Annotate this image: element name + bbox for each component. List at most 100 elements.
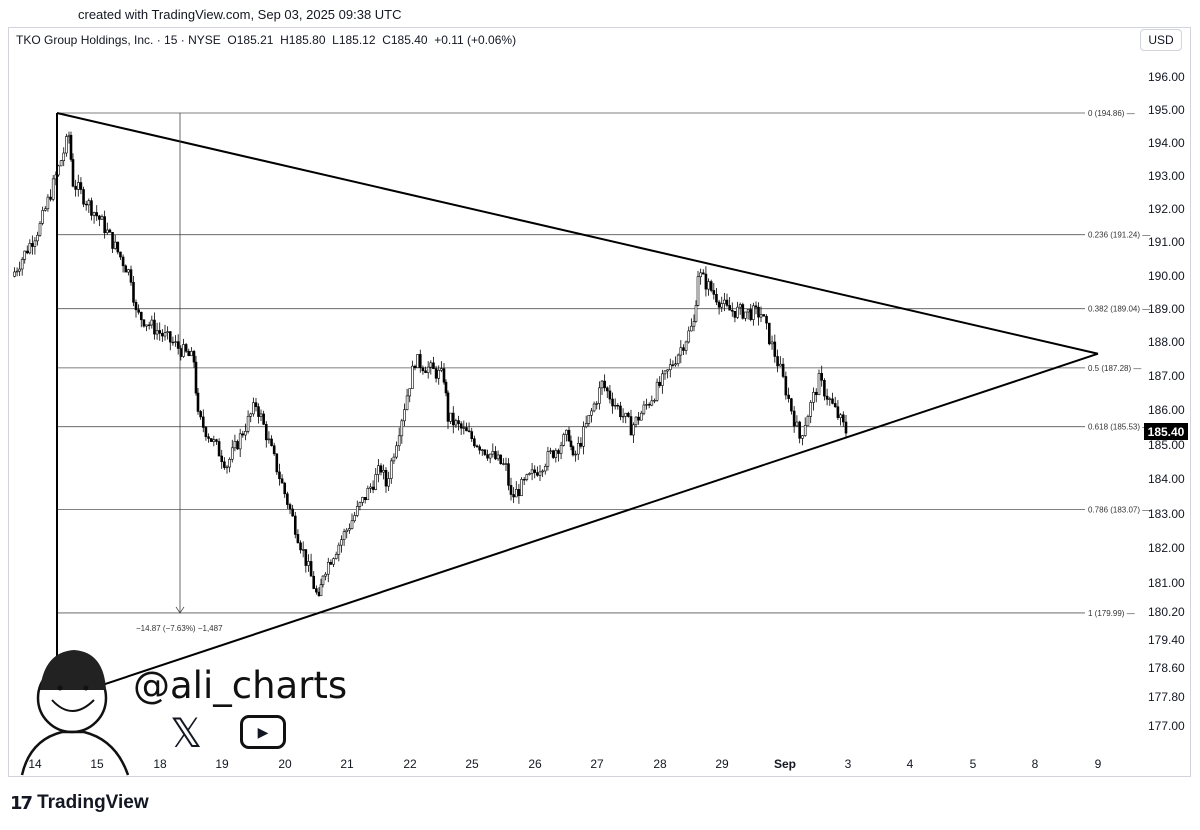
candle-body <box>790 398 793 412</box>
time-tick-label: 19 <box>215 757 229 771</box>
candle-body <box>228 458 231 468</box>
price-axis[interactable]: 196.00 195.00 194.00 193.00 192.00 191.00 190.… <box>1148 70 1185 733</box>
candle-body <box>459 423 463 429</box>
candle-body <box>587 414 591 424</box>
candle-body <box>25 250 29 254</box>
candle-body <box>299 542 302 551</box>
candle-body <box>31 243 34 247</box>
currency-selector[interactable]: USD <box>1140 29 1182 51</box>
candle-body <box>315 588 318 593</box>
candle-body <box>451 412 455 426</box>
fib-label-0: 0 (194.86) — <box>1088 109 1135 118</box>
candle-body <box>434 368 438 379</box>
candle-body <box>658 381 662 386</box>
candle-body <box>457 420 460 424</box>
youtube-play-icon[interactable]: ▶ <box>240 715 286 749</box>
x-logo-icon[interactable]: 𝕏 <box>170 711 203 757</box>
candle-body <box>530 469 534 474</box>
candle-body <box>69 134 73 160</box>
time-tick-label: 9 <box>1095 757 1102 771</box>
time-tick-label: 27 <box>590 757 604 771</box>
price-tick-label: 184.00 <box>1148 472 1185 486</box>
candle-body <box>334 554 338 559</box>
candle-body <box>528 473 531 475</box>
candle-body <box>720 303 724 308</box>
candle-body <box>717 301 721 308</box>
candle-body <box>494 451 497 460</box>
measure-label: −14.87 (−7.63%) −1,487 <box>136 624 223 633</box>
candle-body <box>844 421 848 434</box>
author-handle: @ali_charts <box>133 664 348 707</box>
time-tick-label: 29 <box>715 757 729 771</box>
candle-body <box>244 431 247 436</box>
candle-body <box>225 466 229 469</box>
candle-body <box>812 391 815 403</box>
time-tick-label: Sep <box>774 757 796 771</box>
candle-body <box>429 362 433 368</box>
candle-body <box>541 470 544 473</box>
candle-body <box>809 402 813 417</box>
candle-body <box>176 341 180 349</box>
candle-body <box>562 434 566 446</box>
fib-label-0.618: 0.618 (185.53) — <box>1088 423 1150 432</box>
candle-body <box>661 373 664 386</box>
candle-body <box>182 344 185 357</box>
candlestick-series <box>13 131 848 597</box>
candle-body <box>629 416 633 436</box>
tradingview-logo[interactable]: 17 TradingView <box>10 792 149 814</box>
time-axis[interactable]: 14 15 18 19 20 21 22 25 26 27 28 29 Sep 3 4 5 8 9 <box>28 757 1101 771</box>
candle-body <box>194 361 198 394</box>
candle-body <box>212 439 216 442</box>
price-tick-label: 190.00 <box>1148 269 1185 283</box>
candle-body <box>387 478 390 487</box>
candle-body <box>395 445 398 458</box>
symmetrical-triangle[interactable] <box>56 112 1099 701</box>
time-tick-label: 15 <box>90 757 104 771</box>
candle-body <box>421 367 425 372</box>
candle-body <box>483 449 487 455</box>
candle-body <box>538 471 542 476</box>
candle-body <box>639 412 643 421</box>
candle-body <box>603 380 606 389</box>
candle-body <box>145 324 148 327</box>
candle-body <box>605 387 609 392</box>
candle-body <box>230 447 234 460</box>
candle-body <box>525 474 529 480</box>
candle-body <box>828 398 832 400</box>
candle-body <box>76 182 80 190</box>
candle-body <box>502 463 505 465</box>
candle-body <box>517 489 521 496</box>
price-range-measure[interactable]: −14.87 (−7.63%) −1,487 <box>136 113 223 633</box>
candle-body <box>491 451 495 455</box>
price-tick-label: 191.00 <box>1148 235 1185 249</box>
candle-body <box>233 441 237 449</box>
candle-body <box>632 424 635 436</box>
candle-body <box>543 465 547 472</box>
candle-body <box>192 351 196 363</box>
candle-body <box>512 494 515 498</box>
candle-body <box>379 465 383 473</box>
candle-body <box>403 409 406 422</box>
candle-body <box>432 362 435 369</box>
symbol-info[interactable]: TKO Group Holdings, Inc. · 15 · NYSE O18… <box>16 33 517 47</box>
candle-body <box>291 508 294 517</box>
candle-body <box>166 331 169 333</box>
candle-body <box>377 465 380 475</box>
candle-body <box>187 351 191 357</box>
time-tick-label: 14 <box>28 757 42 771</box>
candle-body <box>795 421 799 427</box>
candle-body <box>95 212 99 217</box>
candle-body <box>806 416 810 426</box>
candle-body <box>442 368 446 383</box>
tradingview-logo-icon: 17 <box>10 792 33 814</box>
candle-body <box>150 319 154 326</box>
candle-body <box>348 528 351 531</box>
candle-body <box>252 402 255 415</box>
time-tick-label: 22 <box>403 757 417 771</box>
candle-body <box>371 486 375 490</box>
candle-body <box>488 453 492 459</box>
fibonacci-retracement[interactable]: 0 (194.86) — 0.236 (191.24) — 0.382 (189.0… <box>57 109 1150 618</box>
candle-body <box>153 319 156 335</box>
candle-body <box>215 439 218 442</box>
